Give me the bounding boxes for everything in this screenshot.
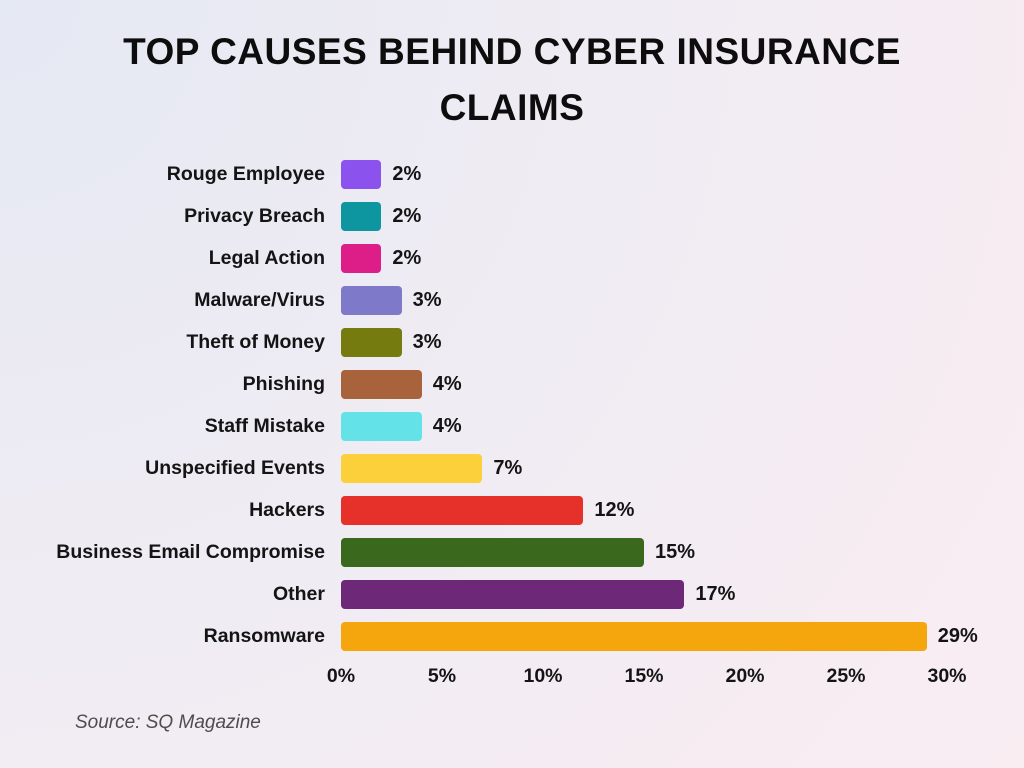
value-label: 15% [655,540,696,563]
value-label: 2% [392,162,422,185]
x-tick-label: 25% [826,665,866,687]
bar-area: 2% [341,201,947,231]
x-axis: 0% 5% 10% 15% 20% 25% 30% [327,659,967,689]
bar-area: 17% [341,579,947,609]
bar-row: Hackers 12% [40,489,984,531]
value-label: 7% [493,456,523,479]
bar-row: Rouge Employee 2% [40,153,984,195]
bar-row: Legal Action 2% [40,237,984,279]
bar-row: Privacy Breach 2% [40,195,984,237]
bar-row: Theft of Money 3% [40,321,984,363]
bar-row: Phishing 4% [40,363,984,405]
bar-row: Staff Mistake 4% [40,405,984,447]
x-tick-label: 15% [624,665,664,687]
bar-area: 15% [341,537,947,567]
bar-area: 4% [341,369,947,399]
bar-area: 3% [341,327,947,357]
bar [341,201,382,231]
value-label: 3% [412,330,442,353]
bar [341,411,422,441]
category-label: Unspecified Events [145,456,325,479]
category-label: Rouge Employee [166,162,325,185]
x-tick-label: 10% [523,665,563,687]
value-label: 17% [695,582,736,605]
bar [341,243,382,273]
x-tick-label: 5% [427,665,457,687]
bar [341,453,483,483]
source-caption: Source: SQ Magazine [75,712,261,733]
value-label: 4% [432,372,462,395]
chart-title-line: CLAIMS [439,87,585,128]
value-label: 4% [432,414,462,437]
bar [341,369,422,399]
value-label: 2% [392,246,422,269]
category-label: Hackers [249,498,325,521]
value-label: 3% [412,288,442,311]
bar-area: 4% [341,411,947,441]
bar [341,159,382,189]
bar-area: 2% [341,243,947,273]
bar-area: 7% [341,453,947,483]
bar-row: Unspecified Events 7% [40,447,984,489]
bar-chart: Rouge Employee 2% Privacy Breach 2% Legal Ac… [40,153,984,689]
value-label: 12% [594,498,635,521]
category-label: Legal Action [208,246,325,269]
bar-row: Ransomware 29% [40,615,984,657]
bar-row: Other 17% [40,573,984,615]
bar-row: Business Email Compromise 15% [40,531,984,573]
bar [341,285,402,315]
category-label: Staff Mistake [204,414,325,437]
x-tick-label: 0% [326,665,356,687]
bar [341,327,402,357]
x-tick-label: 30% [927,665,967,687]
value-label: 2% [392,204,422,227]
bar [341,579,685,609]
chart-title-line: TOP CAUSES BEHIND CYBER INSURANCE [123,31,901,72]
bar [341,495,584,525]
category-label: Ransomware [203,624,325,647]
bar-area: 12% [341,495,947,525]
bar-area: 29% [341,621,978,651]
category-label: Business Email Compromise [56,540,325,563]
category-label: Other [272,582,325,605]
bar [341,621,927,651]
bar-rows: Rouge Employee 2% Privacy Breach 2% Legal Ac… [40,153,984,657]
bar-area: 3% [341,285,947,315]
value-label: 29% [937,624,978,647]
bar [341,537,644,567]
category-label: Malware/Virus [194,288,325,311]
chart-title: TOP CAUSES BEHIND CYBER INSURANCE CLAIMS [0,24,1024,136]
bar-area: 2% [341,159,947,189]
category-label: Theft of Money [186,330,325,353]
category-label: Phishing [242,372,325,395]
category-label: Privacy Breach [184,204,325,227]
bar-row: Malware/Virus 3% [40,279,984,321]
x-tick-label: 20% [725,665,765,687]
